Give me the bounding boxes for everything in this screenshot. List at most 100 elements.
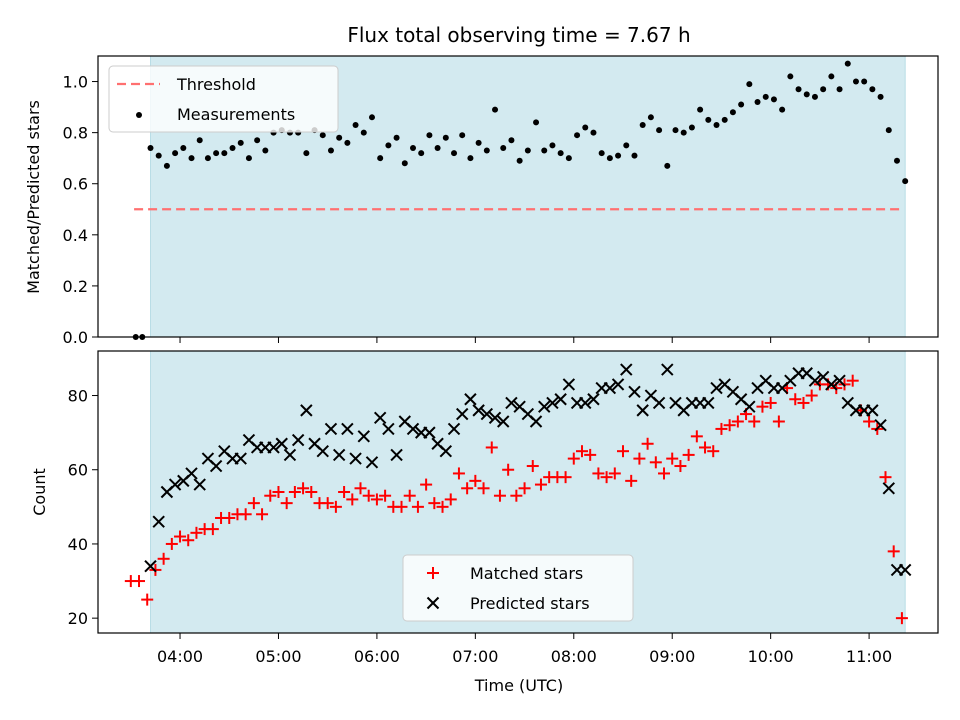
data-point (567, 452, 580, 465)
data-point (836, 86, 843, 93)
x-stroke-b (620, 363, 633, 376)
x-stroke-b (464, 393, 477, 406)
x-stroke-b (357, 430, 370, 443)
data-point (833, 374, 846, 387)
data-point (395, 500, 408, 513)
data-point (682, 448, 695, 461)
data-point (606, 155, 613, 162)
data-point (574, 132, 581, 139)
data-point (254, 137, 261, 144)
x-stroke-b (505, 396, 518, 410)
y-tick-label: 40 (68, 535, 88, 554)
data-point (658, 467, 671, 480)
data-point (209, 459, 223, 473)
data-point (247, 497, 260, 510)
data-point (639, 121, 646, 128)
data-point (797, 396, 810, 409)
x-stroke-b (316, 444, 329, 458)
data-point (480, 407, 494, 421)
data-point (603, 381, 617, 395)
data-point (346, 493, 359, 506)
data-point (893, 157, 900, 164)
data-point (787, 73, 794, 80)
x-stroke-b (661, 363, 674, 376)
data-point (674, 460, 687, 473)
data-point (754, 98, 761, 105)
data-point (795, 86, 802, 93)
data-point (464, 393, 477, 406)
data-point (204, 155, 211, 162)
x-stroke-b (816, 370, 830, 384)
data-point (283, 448, 297, 462)
x-stroke-b (406, 422, 420, 436)
data-point (321, 497, 334, 510)
x-tick-label: 10:00 (748, 647, 794, 666)
data-point (705, 116, 712, 123)
data-point (206, 523, 219, 536)
x-stroke-b (324, 422, 338, 436)
data-point (541, 147, 548, 154)
data-point (168, 478, 182, 491)
data-point (133, 575, 146, 588)
data-point (633, 452, 646, 465)
x-stroke-b (480, 407, 494, 421)
data-point (182, 534, 195, 547)
data-point (368, 114, 375, 121)
x-stroke-b (349, 452, 362, 465)
data-point (770, 96, 777, 103)
data-point (354, 482, 367, 495)
data-point (190, 526, 203, 539)
data-point (428, 497, 441, 510)
x-stroke-b (291, 433, 305, 447)
data-point (451, 150, 458, 157)
series-measurements (132, 60, 909, 340)
x-stroke-b (702, 396, 715, 410)
data-point (442, 134, 449, 141)
data-point (180, 144, 187, 151)
legend-predicted-swatch (426, 596, 440, 610)
x-stroke-b (456, 407, 469, 421)
data-point (193, 478, 206, 491)
data-point (264, 489, 277, 502)
x-stroke-b (193, 478, 206, 491)
legend-measurements-swatch (136, 112, 142, 118)
data-point (590, 129, 597, 136)
x-stroke-b (734, 393, 748, 406)
data-point (805, 389, 818, 402)
x-stroke-b (332, 448, 346, 462)
data-point (165, 537, 178, 550)
x-stroke-b (267, 441, 280, 454)
data-point (488, 411, 502, 424)
data-point (828, 73, 835, 80)
x-stroke-b (447, 422, 461, 436)
x-stroke-b (382, 422, 395, 436)
data-point (338, 486, 351, 498)
data-point (147, 144, 154, 151)
data-point (272, 486, 285, 498)
x-stroke-b (603, 381, 617, 395)
bottom-y-axis-label: Count (30, 468, 49, 516)
data-point (702, 396, 715, 410)
data-point (611, 378, 625, 391)
data-point (672, 127, 679, 134)
data-point (390, 448, 403, 462)
data-point (341, 422, 354, 436)
data-point (370, 493, 383, 506)
axes-frame (97, 350, 939, 634)
data-point (360, 129, 367, 136)
top-panel: 0.0 0.2 0.4 0.6 0.8 1.0 Threshold Measurements (63, 55, 939, 347)
x-stroke-b (152, 515, 165, 528)
data-point (846, 374, 859, 387)
data-point (221, 150, 228, 157)
data-point (746, 81, 753, 88)
x-stroke-b (521, 407, 535, 421)
x-stroke-b (209, 459, 223, 473)
data-point (344, 139, 351, 146)
data-point (288, 486, 301, 498)
data-point (575, 445, 588, 458)
data-point (895, 612, 908, 625)
data-point (887, 545, 900, 558)
x-stroke-b (808, 374, 822, 387)
data-point (352, 121, 359, 128)
data-point (825, 378, 838, 391)
